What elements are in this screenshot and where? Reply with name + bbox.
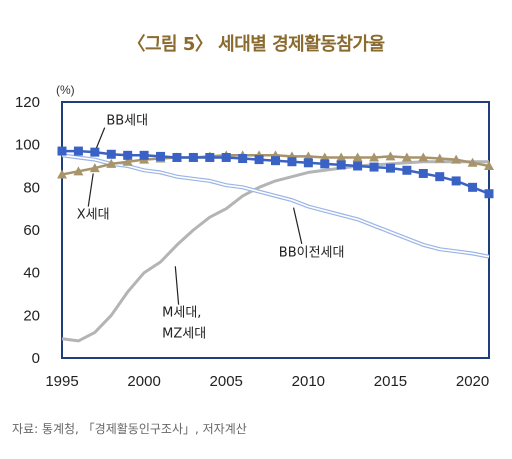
series-point-bb <box>385 163 395 173</box>
x-tick-label: 2010 <box>292 373 325 390</box>
series-point-bb <box>205 152 215 162</box>
source-note: 자료: 통계청, 「경제활동인구조사」, 저자계산 <box>12 422 247 436</box>
series-group <box>57 146 494 343</box>
series-point-x <box>122 156 133 166</box>
annotation-label: BB세대 <box>106 113 148 128</box>
series-point-x <box>57 169 67 179</box>
series-line-bb-pre-inner <box>61 154 490 258</box>
y-tick-label: 40 <box>23 265 40 282</box>
series-point-bb <box>320 159 330 169</box>
x-tick-label: 2015 <box>374 373 407 390</box>
series-point-bb <box>287 157 297 167</box>
series-point-bb <box>271 156 280 166</box>
series-point-x <box>385 151 396 161</box>
annotation-label: X세대 <box>77 207 110 222</box>
plot-frame <box>61 101 490 359</box>
x-axis-ticks: 1995 2000 2005 2010 2015 2020 <box>45 373 489 390</box>
y-axis-unit: (%) <box>56 83 75 97</box>
x-tick-label: 2005 <box>210 373 243 390</box>
series-point-bb <box>468 182 478 192</box>
series-point-bb <box>221 152 231 162</box>
series-point-bb <box>369 162 379 172</box>
series-point-bb <box>172 152 182 162</box>
series-point-x <box>434 153 445 163</box>
series-point-bb <box>418 168 428 178</box>
series-point-x <box>352 152 363 162</box>
series-point-x <box>418 152 429 162</box>
series-point-x <box>467 157 478 167</box>
series-point-bb <box>435 172 445 182</box>
series-point-bb <box>238 154 248 164</box>
series-point-bb <box>402 165 412 175</box>
series-point-x <box>73 166 84 176</box>
series-point-x <box>451 154 462 164</box>
series-line-m-mz <box>61 160 489 343</box>
series-point-bb <box>106 149 116 159</box>
series-point-x <box>106 158 117 168</box>
y-tick-label: 60 <box>23 222 40 239</box>
annotation-group: BB세대 X세대 M세대, MZ세대 BB이전세대 <box>77 113 345 341</box>
series-point-bb <box>123 150 133 160</box>
annotation-label: M세대, <box>162 305 201 320</box>
series-point-x <box>336 152 347 162</box>
annotation-label: BB이전세대 <box>279 246 345 261</box>
series-point-x <box>89 163 100 173</box>
y-tick-label: 100 <box>15 137 40 154</box>
x-tick-label: 1995 <box>45 373 78 390</box>
y-tick-label: 20 <box>23 307 40 324</box>
y-tick-label: 120 <box>15 94 40 111</box>
series-point-bb <box>451 176 461 186</box>
y-axis-ticks: 0 20 40 60 80 100 120 <box>15 94 40 367</box>
series-point-x <box>303 151 314 161</box>
annotation-label: MZ세대 <box>162 327 206 342</box>
series-point-bb <box>254 155 264 165</box>
annotation-leader <box>292 207 303 244</box>
series-point-bb <box>353 161 363 171</box>
series-point-bb <box>156 151 166 161</box>
annotation-leader <box>174 266 180 305</box>
series-point-bb <box>57 146 67 156</box>
series-point-bb <box>188 152 198 162</box>
series-point-bb <box>73 146 83 156</box>
series-point-bb <box>303 158 313 168</box>
annotation-leader <box>95 127 106 149</box>
series-point-bb <box>484 189 494 199</box>
y-tick-label: 80 <box>23 179 40 196</box>
chart-title: 〈그림 5〉 세대별 경제활동참가율 <box>127 34 385 55</box>
x-tick-label: 2000 <box>127 373 160 390</box>
annotation-leader <box>87 173 94 207</box>
y-tick-label: 0 <box>32 350 40 367</box>
series-point-x <box>484 161 494 170</box>
series-point-x <box>369 152 380 162</box>
series-point-x <box>319 152 330 162</box>
series-point-bb <box>90 147 100 157</box>
series-point-x <box>401 152 412 162</box>
series-point-bb <box>139 150 149 160</box>
x-tick-label: 2020 <box>456 373 489 390</box>
series-point-bb <box>336 160 346 170</box>
